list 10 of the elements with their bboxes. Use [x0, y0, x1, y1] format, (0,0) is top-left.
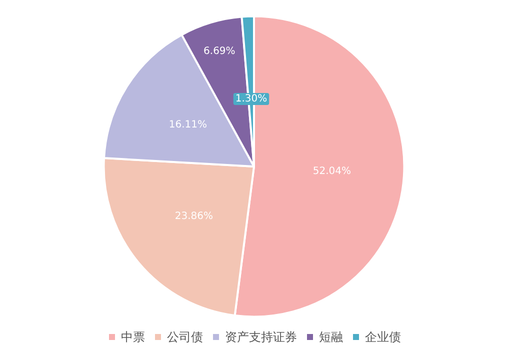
legend-label: 企业债 [365, 330, 401, 344]
data-label: 1.30% [235, 93, 268, 104]
legend-label: 公司债 [167, 330, 203, 344]
data-label: 6.69% [204, 46, 236, 57]
data-label: 52.04% [312, 166, 352, 178]
data-label: 16.11% [168, 119, 207, 130]
data-label: 23.86% [174, 210, 213, 222]
legend-label: 短融 [319, 330, 343, 344]
legend-label: 资产支持证券 [225, 330, 297, 344]
legend-label: 中票 [121, 330, 145, 344]
